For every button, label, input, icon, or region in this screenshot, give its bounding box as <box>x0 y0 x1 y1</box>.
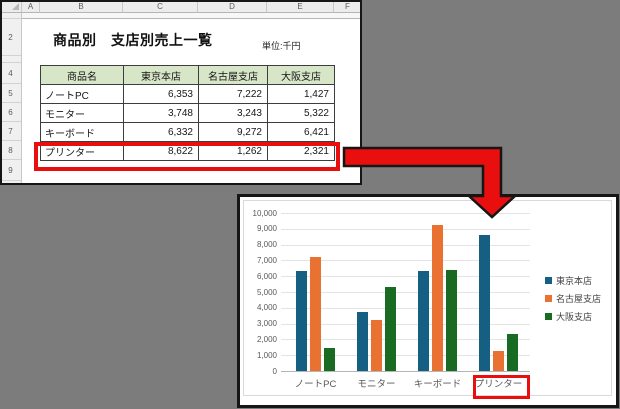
legend-item-名古屋支店[interactable]: 名古屋支店 <box>545 292 601 304</box>
row-header-7[interactable]: 7 <box>0 122 21 141</box>
category-highlight-box <box>473 375 530 399</box>
gridline <box>281 228 530 230</box>
legend-label: 名古屋支店 <box>556 293 602 304</box>
bar-東京本店-プリンター[interactable] <box>479 234 490 371</box>
row-header-9[interactable]: 9 <box>0 160 21 181</box>
y-tick-label: 8,000 <box>256 240 277 250</box>
legend-label: 東京本店 <box>556 275 593 286</box>
category-label-モニター: モニター <box>357 379 396 390</box>
gridline <box>281 276 530 278</box>
chart-panel: 0 1,000 2,000 3,000 4,000 5,000 6,000 7,000 8,00… <box>237 194 619 408</box>
table-row: プリンター 8,622 1,262 2,321 <box>40 141 335 161</box>
value-cell[interactable]: 1,427 <box>267 84 335 104</box>
row-header-8[interactable]: 8 <box>0 141 21 160</box>
y-tick-label: 2,000 <box>256 334 277 344</box>
table-header-cell: 商品名 <box>40 65 124 85</box>
category-label-プリンター: プリンター <box>474 379 523 390</box>
bar-大阪支店-ノートPC[interactable] <box>324 348 335 371</box>
row-header-2[interactable]: 2 <box>0 19 21 56</box>
bar-大阪支店-キーボード[interactable] <box>446 269 457 371</box>
collapsed-row-1-strip <box>22 13 362 19</box>
table-header-cell: 大阪支店 <box>267 65 335 85</box>
product-name-cell[interactable]: キーボード <box>40 122 124 142</box>
gridline <box>281 292 530 293</box>
value-cell[interactable]: 5,322 <box>267 103 335 123</box>
y-tick-label: 4,000 <box>256 303 277 313</box>
bar-名古屋支店-ノートPC[interactable] <box>310 256 321 371</box>
product-name-cell[interactable]: ノートPC <box>40 84 124 104</box>
bar-東京本店-ノートPC[interactable] <box>296 270 307 371</box>
legend-item-東京本店[interactable]: 東京本店 <box>545 274 592 286</box>
gridline <box>281 307 530 309</box>
bar-名古屋支店-プリンター[interactable] <box>493 351 504 371</box>
unit-note: 単位:千円 <box>262 41 301 51</box>
table-row: ノートPC 6,353 7,222 1,427 <box>40 84 335 104</box>
select-all-corner[interactable] <box>0 0 22 13</box>
select-all-triangle-icon <box>12 3 19 10</box>
row-header-6[interactable]: 6 <box>0 103 21 122</box>
value-cell[interactable]: 7,222 <box>198 84 268 104</box>
x-axis-line <box>281 371 530 372</box>
row-header-1[interactable] <box>0 13 21 19</box>
category-label-キーボード: キーボード <box>413 379 462 390</box>
y-tick-label: 5,000 <box>256 287 277 297</box>
value-cell[interactable]: 9,272 <box>198 122 268 142</box>
y-tick-label: 0 <box>272 366 277 376</box>
y-tick-label: 10,000 <box>252 208 277 218</box>
sales-table: 商品名 東京本店 名古屋支店 大阪支店 ノートPC 6,353 7,222 1,427 モニター… <box>40 65 335 161</box>
gridline <box>281 339 530 341</box>
legend-item-大阪支店[interactable]: 大阪支店 <box>545 310 592 322</box>
gridline <box>281 355 530 357</box>
sheet-title: 商品別 支店別売上一覧 <box>53 32 213 48</box>
gridline <box>281 213 530 214</box>
row-header-5[interactable]: 5 <box>0 84 21 103</box>
value-cell[interactable]: 6,332 <box>123 122 199 142</box>
column-header-F[interactable]: F <box>334 0 362 13</box>
row-header-4[interactable]: 4 <box>0 63 21 84</box>
y-tick-label: 3,000 <box>256 319 277 329</box>
value-cell[interactable]: 3,243 <box>198 103 268 123</box>
value-cell[interactable]: 6,353 <box>123 84 199 104</box>
column-header-E[interactable]: E <box>267 0 334 13</box>
table-header-cell: 東京本店 <box>123 65 199 85</box>
category-label-ノートPC: ノートPC <box>294 379 337 390</box>
bar-大阪支店-プリンター[interactable] <box>507 334 518 371</box>
row-highlight-box <box>34 142 340 171</box>
bar-名古屋支店-モニター[interactable] <box>371 319 382 371</box>
y-tick-label: 9,000 <box>256 224 277 234</box>
y-tick-label: 6,000 <box>256 271 277 281</box>
legend-swatch-icon <box>545 312 552 320</box>
legend-swatch-icon <box>545 276 552 284</box>
bar-東京本店-キーボード[interactable] <box>418 270 429 371</box>
value-cell[interactable]: 3,748 <box>123 103 199 123</box>
bar-大阪支店-モニター[interactable] <box>385 286 396 371</box>
y-tick-label: 1,000 <box>256 350 277 360</box>
legend-label: 大阪支店 <box>556 311 593 322</box>
column-header-C[interactable]: C <box>123 0 198 13</box>
gridline <box>281 260 530 262</box>
row-header-3[interactable] <box>0 56 21 63</box>
bar-名古屋支店-キーボード[interactable] <box>432 224 443 371</box>
column-header-B[interactable]: B <box>40 0 123 13</box>
bar-東京本店-モニター[interactable] <box>357 311 368 371</box>
table-row: キーボード 6,332 9,272 6,421 <box>40 122 335 142</box>
gridline <box>281 244 530 246</box>
column-header-D[interactable]: D <box>198 0 267 13</box>
table-row: モニター 3,748 3,243 5,322 <box>40 103 335 123</box>
table-header-cell: 名古屋支店 <box>198 65 268 85</box>
table-header-row: 商品名 東京本店 名古屋支店 大阪支店 <box>40 65 335 85</box>
legend-swatch-icon <box>545 294 552 302</box>
column-header-A[interactable]: A <box>22 0 40 13</box>
value-cell[interactable]: 6,421 <box>267 122 335 142</box>
product-name-cell[interactable]: モニター <box>40 103 124 123</box>
y-tick-label: 7,000 <box>256 255 277 265</box>
gridline <box>281 323 530 325</box>
